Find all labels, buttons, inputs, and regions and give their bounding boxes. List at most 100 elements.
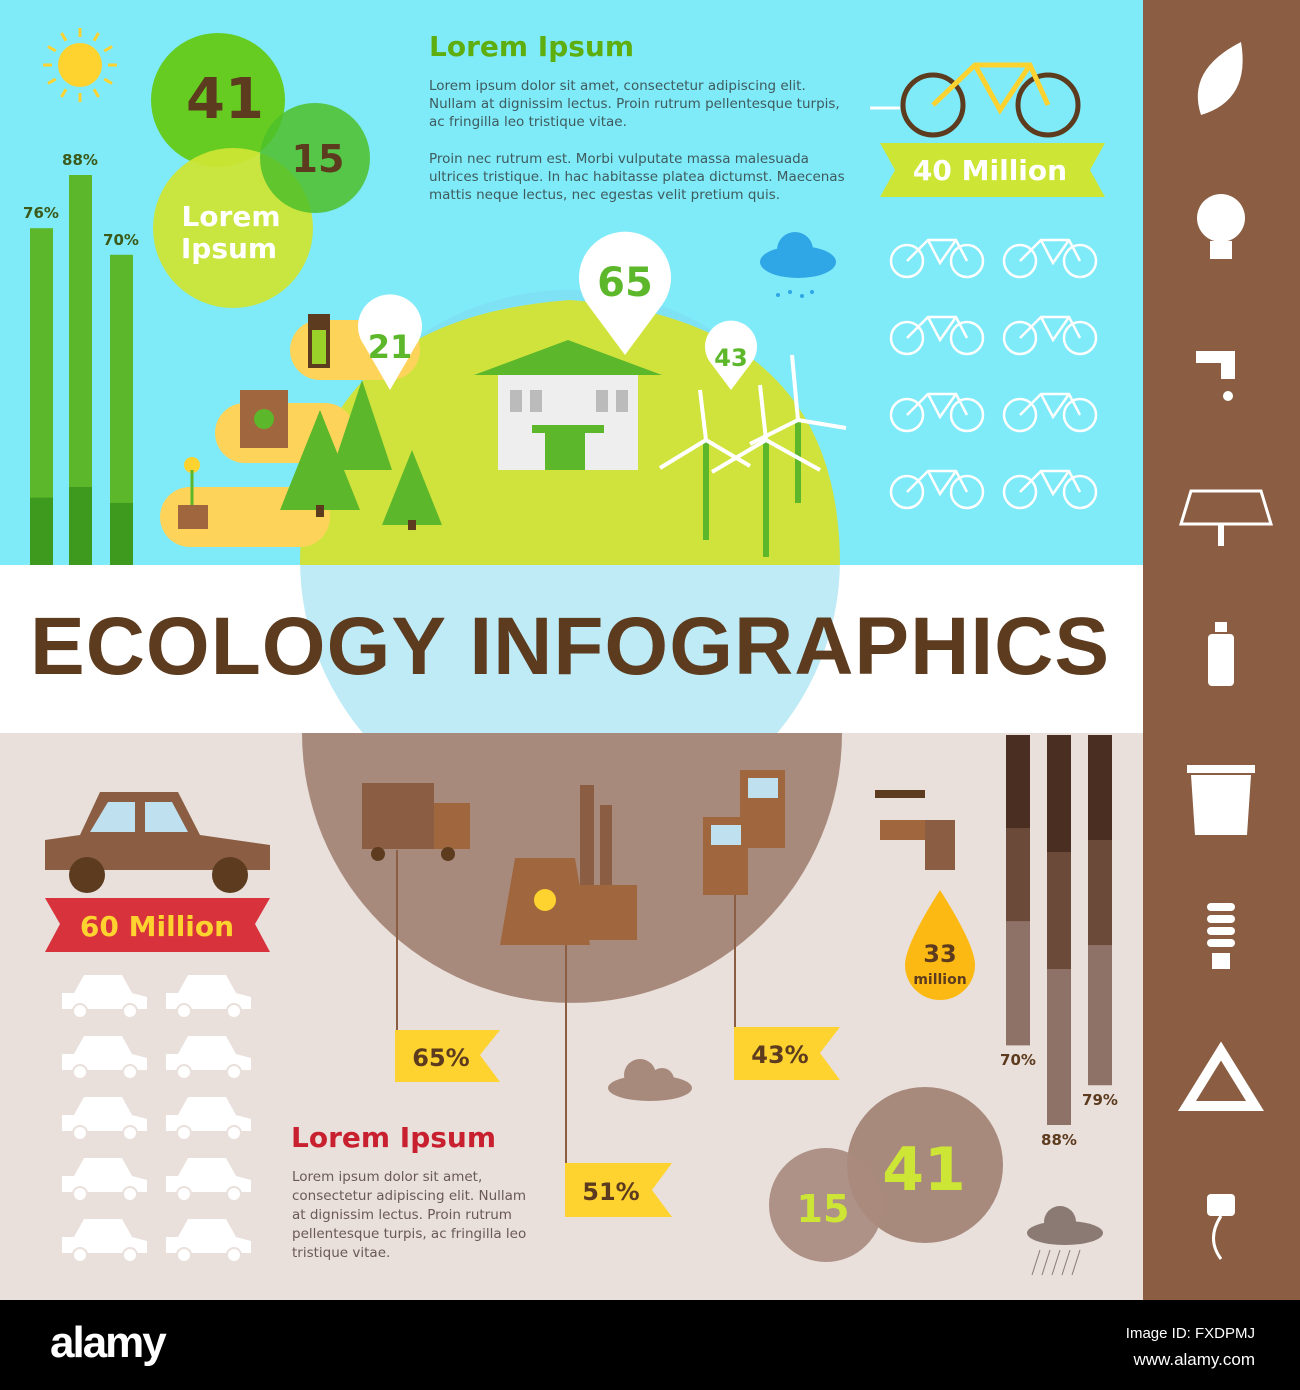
tap-icon bbox=[875, 790, 955, 870]
car-icon bbox=[62, 1219, 147, 1263]
sidebar-icons bbox=[1178, 42, 1274, 1260]
circle-value-small: 15 bbox=[292, 137, 345, 181]
flag-value: 65% bbox=[412, 1044, 469, 1072]
bike-banner bbox=[880, 143, 1105, 197]
bike-icon bbox=[889, 238, 985, 279]
eco-bulb-icon bbox=[1197, 194, 1245, 259]
image-id: Image ID: FXDPMJ bbox=[1125, 1325, 1255, 1342]
trees bbox=[280, 380, 442, 530]
car-icon bbox=[166, 1036, 251, 1080]
circle-value-big: 41 bbox=[186, 67, 264, 132]
bike-icon bbox=[1002, 392, 1098, 433]
bar bbox=[69, 175, 92, 565]
percent-flags: 65% 51% 43% bbox=[395, 1027, 840, 1217]
flag-value: 43% bbox=[751, 1041, 808, 1069]
bar-segment bbox=[110, 502, 133, 565]
bike-banner-text: 40 Million bbox=[913, 154, 1067, 187]
top-heading: Lorem Ipsum bbox=[429, 30, 635, 63]
car-icon bbox=[45, 792, 270, 893]
bike-icon bbox=[889, 469, 985, 510]
alamy-logo: alamy bbox=[50, 1318, 167, 1367]
pin-value: 21 bbox=[368, 328, 413, 366]
rain-cloud-icon bbox=[760, 232, 836, 298]
car-icon bbox=[166, 1219, 251, 1263]
bar-segment bbox=[1047, 969, 1071, 1125]
bar-label: 76% bbox=[23, 204, 59, 222]
circle-label-2: Ipsum bbox=[181, 232, 277, 265]
bar bbox=[110, 254, 133, 566]
bottle-icon bbox=[1208, 622, 1234, 686]
car-icon bbox=[62, 1036, 147, 1080]
car-icon bbox=[62, 1158, 147, 1202]
eco-bag-icon bbox=[240, 390, 288, 448]
car-icon bbox=[62, 1097, 147, 1141]
bar-segment bbox=[1006, 735, 1030, 829]
water-drop bbox=[905, 890, 975, 1000]
footer-url: www.alamy.com bbox=[1133, 1350, 1255, 1369]
bar-label: 79% bbox=[1082, 1091, 1118, 1109]
bar-label: 70% bbox=[1000, 1051, 1036, 1069]
pin-value: 43 bbox=[714, 344, 747, 372]
car-icon bbox=[166, 1097, 251, 1141]
battery-icon bbox=[308, 314, 330, 368]
bar-label: 70% bbox=[103, 231, 139, 249]
bottom-bar-chart: 70% 88% 79% bbox=[1000, 735, 1118, 1149]
top-paragraph-2: Proin nec rutrum est. Morbi vulputate ma… bbox=[429, 151, 845, 203]
rain-cloud-icon bbox=[1027, 1206, 1103, 1276]
eco-plug-icon bbox=[1207, 1194, 1235, 1260]
top-paragraph-1: Lorem ipsum dolor sit amet, consectetur … bbox=[429, 78, 840, 130]
bar-segment bbox=[1047, 735, 1071, 852]
bar-segment bbox=[1088, 735, 1112, 841]
bar-label: 88% bbox=[62, 151, 98, 169]
bar bbox=[30, 228, 53, 565]
car-grid bbox=[62, 975, 251, 1263]
bottom-heading: Lorem Ipsum bbox=[291, 1121, 497, 1154]
bottom-venn-circles: 41 15 bbox=[769, 1087, 1003, 1262]
page-title: ECOLOGY INFOGRAPHICS bbox=[30, 601, 1111, 692]
map-pins: 21 65 43 bbox=[358, 231, 758, 390]
car-icon bbox=[166, 1158, 251, 1202]
tap-icon bbox=[1196, 351, 1235, 401]
bike-icon bbox=[1002, 238, 1098, 279]
car-icon bbox=[62, 975, 147, 1019]
bike-icon bbox=[1002, 469, 1098, 510]
cfl-bulb-icon bbox=[1207, 903, 1235, 969]
sun-icon bbox=[43, 28, 117, 102]
fuel-pump-icon bbox=[703, 770, 785, 895]
solar-panel-icon bbox=[1178, 489, 1274, 546]
bar-label: 88% bbox=[1041, 1131, 1077, 1149]
venn-circles: 41 15 Lorem Ipsum bbox=[151, 33, 370, 308]
circle-label-1: Lorem bbox=[181, 200, 280, 233]
pin-value: 65 bbox=[597, 260, 653, 306]
nuclear-plant-icon bbox=[500, 785, 637, 945]
leaf-icon bbox=[1197, 42, 1243, 115]
bottom-paragraph: Lorem ipsum dolor sit amet, consectetur … bbox=[292, 1169, 527, 1261]
bike-icon bbox=[1002, 315, 1098, 356]
flag-value: 51% bbox=[582, 1178, 639, 1206]
bar-segment bbox=[1006, 921, 1030, 1046]
top-bar-chart: 76% 88% 70% bbox=[23, 151, 139, 566]
bar-segment bbox=[1088, 945, 1112, 1086]
car-icon bbox=[166, 975, 251, 1019]
landscape bbox=[160, 232, 847, 830]
bike-icon bbox=[889, 392, 985, 433]
car-banner-text: 60 Million bbox=[80, 910, 234, 943]
car-banner bbox=[45, 898, 270, 952]
recycle-bin-icon bbox=[1187, 765, 1255, 835]
house-icon bbox=[474, 340, 662, 470]
bar-segment bbox=[69, 487, 92, 565]
drop-unit: million bbox=[913, 972, 966, 988]
drop-value: 33 bbox=[923, 940, 956, 968]
flower-pot-icon bbox=[178, 457, 208, 529]
bike-icon bbox=[889, 315, 985, 356]
recycle-icon bbox=[1178, 1041, 1264, 1111]
bicycle-icon bbox=[870, 62, 1081, 138]
flag-connectors bbox=[396, 850, 736, 1165]
cloud-icon bbox=[608, 1059, 692, 1101]
wind-turbines bbox=[658, 354, 847, 557]
truck-icon bbox=[362, 783, 470, 861]
bar-segment bbox=[30, 497, 53, 565]
circle-value-big: 41 bbox=[882, 1135, 966, 1205]
circle-value-small: 15 bbox=[797, 1187, 850, 1231]
